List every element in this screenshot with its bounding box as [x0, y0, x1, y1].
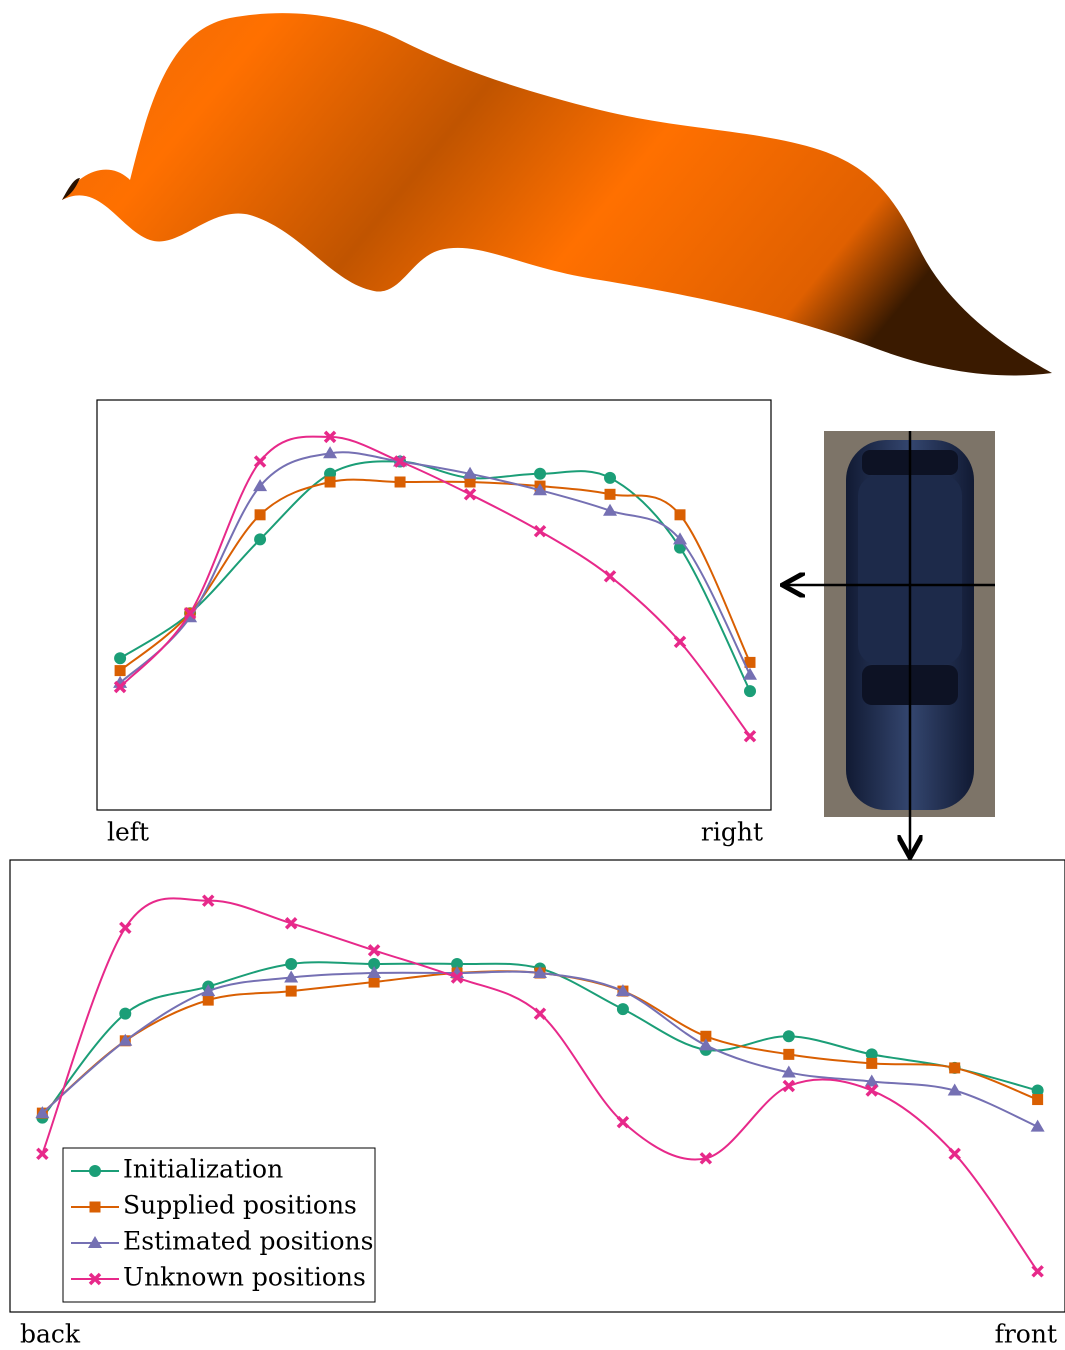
point: [255, 509, 266, 520]
legend-marker: [90, 1202, 101, 1213]
point: [604, 472, 616, 484]
point: [534, 468, 546, 480]
point: [949, 1062, 960, 1073]
line: [42, 972, 1037, 1127]
point: [1031, 1120, 1045, 1132]
point: [675, 509, 686, 520]
point: [675, 637, 685, 647]
point: [605, 489, 616, 500]
x-end-label: front: [995, 1320, 1057, 1349]
surface-render: [62, 13, 1052, 375]
point: [867, 1086, 877, 1096]
point: [618, 1117, 628, 1127]
point: [535, 526, 545, 536]
point: [866, 1058, 877, 1069]
point: [285, 958, 297, 970]
legend-label: Supplied positions: [123, 1191, 357, 1220]
point: [743, 668, 757, 680]
line: [120, 452, 750, 683]
point: [254, 533, 266, 545]
point: [255, 457, 265, 467]
point: [783, 1049, 794, 1060]
point: [783, 1030, 795, 1042]
point: [744, 685, 756, 697]
point: [535, 1009, 545, 1019]
point: [119, 1008, 131, 1020]
x-end-label: right: [701, 818, 763, 847]
line: [120, 461, 750, 691]
line: [42, 962, 1037, 1117]
point: [120, 923, 130, 933]
figure: left right back front Initialization Supplied…: [0, 0, 1065, 1350]
x-start-label: left: [107, 818, 149, 847]
line: [120, 480, 750, 671]
point: [203, 995, 214, 1006]
legend-label: Unknown positions: [123, 1263, 366, 1292]
point: [114, 652, 126, 664]
point: [369, 945, 379, 955]
point: [115, 665, 126, 676]
point: [395, 477, 406, 488]
line: [42, 971, 1037, 1113]
point: [37, 1149, 47, 1159]
point: [1033, 1266, 1043, 1276]
point: [286, 918, 296, 928]
point: [745, 731, 755, 741]
legend-label: Estimated positions: [123, 1227, 373, 1256]
point: [465, 489, 475, 499]
point: [369, 977, 380, 988]
point: [605, 571, 615, 581]
legend-marker: [89, 1165, 101, 1177]
legend-label: Initialization: [123, 1155, 283, 1184]
page: left right back front Initialization Supplied…: [0, 0, 1065, 1350]
point: [784, 1081, 794, 1091]
point: [325, 477, 336, 488]
x-start-label: back: [20, 1320, 81, 1349]
point: [286, 986, 297, 997]
point: [950, 1149, 960, 1159]
legend: Initialization Supplied positions Estimate…: [63, 1148, 375, 1302]
point: [1032, 1094, 1043, 1105]
point: [617, 1003, 629, 1015]
